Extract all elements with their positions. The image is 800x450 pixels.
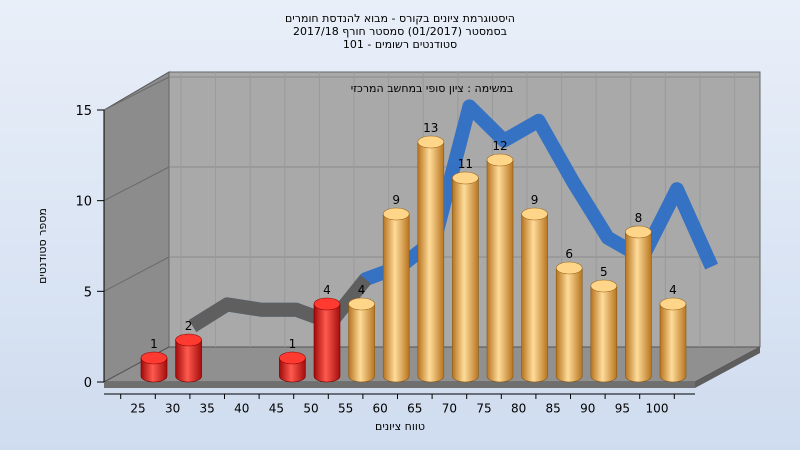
- bar-body: [279, 357, 306, 383]
- bar-top: [382, 207, 410, 221]
- x-tick-label: 45: [269, 402, 284, 416]
- x-tick-label: 35: [200, 402, 215, 416]
- bar: [313, 297, 341, 383]
- bar-value-label: 11: [458, 157, 473, 171]
- bar-value-label: 6: [565, 247, 573, 261]
- bar-top: [140, 351, 168, 365]
- x-tick-label: 25: [130, 402, 145, 416]
- y-tick-label: 10: [75, 195, 92, 210]
- x-tick-label: 40: [234, 402, 249, 416]
- bar-body: [382, 213, 410, 383]
- bar-value-label: 12: [492, 139, 507, 153]
- x-tick-label: 70: [442, 402, 457, 416]
- bar-top: [348, 297, 375, 311]
- bar: [555, 261, 583, 383]
- bar: [417, 135, 445, 383]
- bar-body: [659, 303, 687, 383]
- gridline-side: [103, 76, 170, 111]
- bar-value-label: 4: [323, 283, 331, 297]
- y-tick-label: 0: [84, 376, 92, 391]
- subtitle: במשימה : ציון סופי במחשב המרכזי: [351, 82, 514, 95]
- bar-top: [659, 297, 687, 311]
- gridline-side: [103, 256, 170, 292]
- bar-body: [175, 339, 202, 383]
- bar: [279, 351, 306, 383]
- x-tick-label: 55: [338, 402, 353, 416]
- bar-top: [452, 171, 479, 185]
- x-tick-label: 50: [303, 402, 318, 416]
- bar-top: [279, 351, 306, 365]
- bar-top: [486, 153, 514, 167]
- y-axis: 0 5 10 15: [75, 104, 105, 391]
- bar-body: [417, 141, 445, 383]
- x-tick-label: 30: [165, 402, 180, 416]
- floor-front-edge: [104, 382, 695, 388]
- x-tick-label: 85: [546, 402, 561, 416]
- bar-body: [313, 303, 341, 383]
- bar-body: [140, 357, 168, 383]
- bar: [175, 333, 202, 383]
- title-line-3: סטודנטים רשומים - 101: [343, 38, 457, 51]
- bar-body: [625, 231, 652, 383]
- x-axis-label: טווח ציונים: [375, 420, 425, 433]
- title-line-2: בסמסטר (01/2017) סמסטר חורף 2017/18: [293, 25, 507, 38]
- bar-body: [521, 213, 548, 383]
- bar-body: [348, 303, 375, 383]
- x-tick-label: 75: [476, 402, 491, 416]
- title-line-1: היסטוגרמת ציונים בקורס - מבוא להנדסת חומ…: [285, 12, 515, 25]
- bar-value-label: 1: [289, 337, 297, 351]
- bar-value-label: 2: [185, 319, 193, 333]
- chart-title: היסטוגרמת ציונים בקורס - מבוא להנדסת חומ…: [285, 12, 515, 51]
- bar-value-label: 13: [423, 121, 438, 135]
- bar-value-label: 1: [150, 337, 158, 351]
- bar: [590, 279, 618, 383]
- bar-top: [175, 333, 202, 347]
- x-tick-label: 90: [580, 402, 595, 416]
- y-tick-label: 5: [84, 285, 92, 300]
- bar: [452, 171, 479, 383]
- x-tick-label: 95: [615, 402, 630, 416]
- bar: [486, 153, 514, 383]
- right-edge: [695, 347, 760, 388]
- bar-value-label: 4: [358, 283, 366, 297]
- y-tick-label: 15: [75, 104, 92, 119]
- bar: [521, 207, 548, 383]
- bar-value-label: 5: [600, 265, 608, 279]
- bar-value-label: 9: [531, 193, 539, 207]
- side-wall: [103, 71, 170, 383]
- bar-top: [625, 225, 652, 239]
- bar: [140, 351, 168, 383]
- x-tick-label: 100: [646, 402, 669, 416]
- y-axis-label: מספר סטודנטים: [36, 208, 49, 284]
- bar-top: [313, 297, 341, 311]
- bar-top: [590, 279, 618, 293]
- bars: [140, 135, 687, 383]
- bar: [659, 297, 687, 383]
- bar-body: [486, 159, 514, 383]
- bar-top: [417, 135, 445, 149]
- x-axis: 25 30 35 40 45 50 55 60 65 70 75 80 85 90 95 100: [104, 393, 695, 416]
- bar-top: [555, 261, 583, 275]
- bar-value-label: 4: [669, 283, 677, 297]
- x-tick-label: 60: [373, 402, 388, 416]
- bar: [382, 207, 410, 383]
- bar: [348, 297, 375, 383]
- bar-body: [555, 267, 583, 383]
- bar: [625, 225, 652, 383]
- bar-value-label: 9: [392, 193, 400, 207]
- gridline-side: [103, 166, 170, 202]
- bar-value-label: 8: [635, 211, 643, 225]
- x-tick-label: 65: [407, 402, 422, 416]
- bar-top: [521, 207, 548, 221]
- bar-body: [590, 285, 618, 383]
- x-tick-label: 80: [511, 402, 526, 416]
- bar-body: [452, 177, 479, 383]
